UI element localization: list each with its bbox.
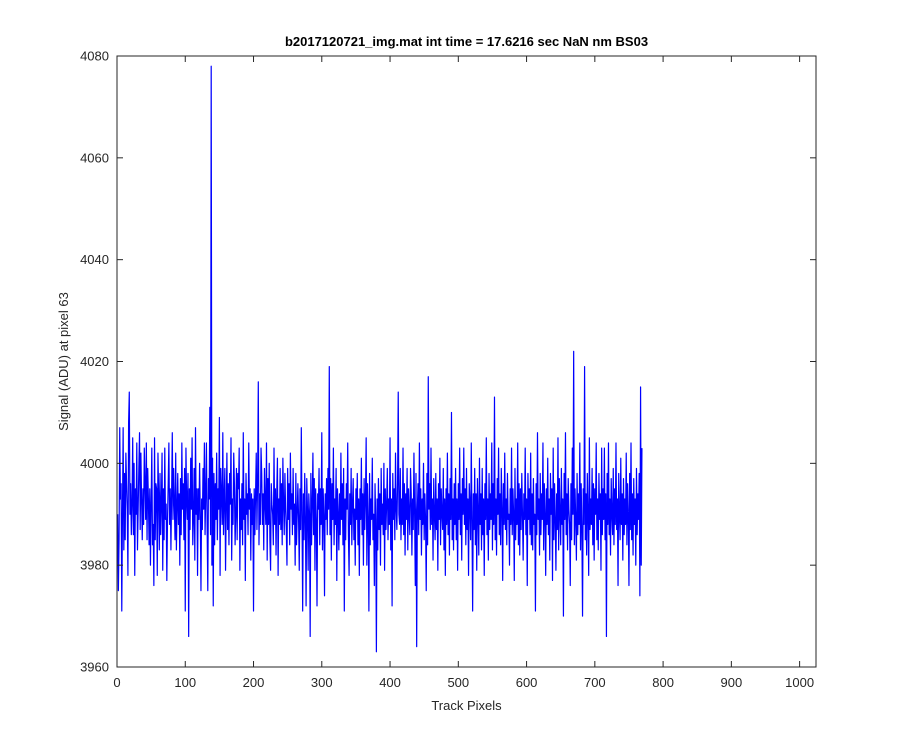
x-tick-label: 100: [174, 675, 196, 690]
x-tick-label: 700: [584, 675, 606, 690]
x-tick-label: 0: [113, 675, 120, 690]
signal-series-line-0: [117, 65, 643, 653]
x-tick-label: 1000: [785, 675, 814, 690]
y-tick-label: 4080: [80, 49, 109, 64]
y-tick-label: 4040: [80, 252, 109, 267]
x-tick-label: 600: [516, 675, 538, 690]
x-tick-label: 200: [243, 675, 265, 690]
y-axis-ticks: 3960 3980 4000 4020 4040 4060 4080: [80, 49, 816, 675]
x-tick-label: 900: [721, 675, 743, 690]
y-axis-label: Signal (ADU) at pixel 63: [56, 292, 71, 431]
chart-title: b2017120721_img.mat int time = 17.6216 s…: [285, 34, 648, 49]
series-layer: [117, 65, 643, 653]
y-tick-label: 3980: [80, 558, 109, 573]
x-tick-label: 500: [447, 675, 469, 690]
y-tick-label: 4020: [80, 354, 109, 369]
x-tick-label: 300: [311, 675, 333, 690]
x-tick-label: 400: [379, 675, 401, 690]
y-tick-label: 3960: [80, 660, 109, 675]
x-axis-label: Track Pixels: [431, 698, 502, 713]
y-tick-label: 4000: [80, 456, 109, 471]
x-tick-label: 800: [652, 675, 674, 690]
plot-area: [117, 56, 816, 667]
x-axis-ticks: 0 100 200 300 400 500 600 700 800 900 1000: [113, 56, 814, 690]
y-tick-label: 4060: [80, 150, 109, 165]
